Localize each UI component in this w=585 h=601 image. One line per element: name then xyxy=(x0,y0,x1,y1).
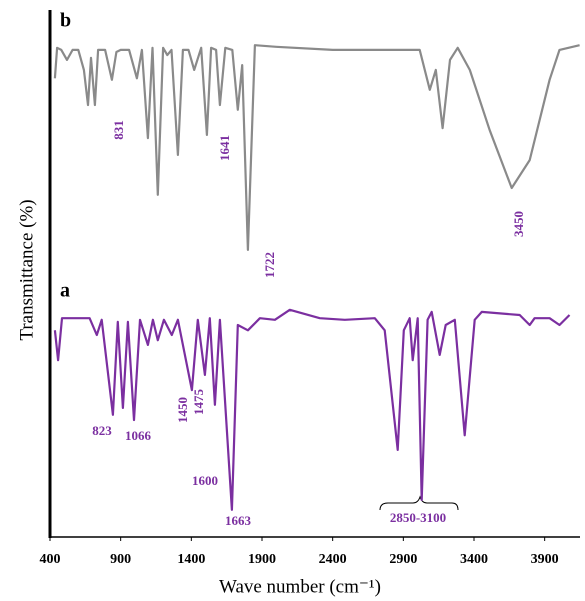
x-tick-label: 2400 xyxy=(319,552,347,567)
annotation: 831 xyxy=(111,120,126,140)
x-tick-label: 2900 xyxy=(389,552,417,567)
x-tick-label: 3400 xyxy=(460,552,488,567)
x-tick-label: 1900 xyxy=(248,552,276,567)
x-tick-label: 900 xyxy=(110,552,131,567)
annotation: 1475 xyxy=(191,389,206,416)
spectrum-line xyxy=(53,44,580,251)
x-axis-label: Wave number (cm⁻¹) xyxy=(219,576,381,597)
brace xyxy=(379,495,459,511)
annotation: 1641 xyxy=(217,135,232,161)
x-tick-label: 400 xyxy=(40,552,61,567)
annotation: 1066 xyxy=(125,428,152,443)
annotation: 1600 xyxy=(192,473,218,488)
panel-label: a xyxy=(60,280,70,302)
x-tick-label: 3900 xyxy=(531,552,559,567)
y-axis-label: Transmittance (%) xyxy=(16,199,37,340)
annotation: 1722 xyxy=(262,252,277,278)
x-tick-label: 1400 xyxy=(177,552,205,567)
annotation: 1450 xyxy=(175,397,190,423)
panel-label: b xyxy=(60,10,71,32)
spectrum-line xyxy=(53,308,571,511)
annotation: 823 xyxy=(92,423,112,438)
annotation: 2850-3100 xyxy=(390,510,446,525)
annotation: 1663 xyxy=(225,513,252,528)
annotation: 3450 xyxy=(511,211,526,237)
